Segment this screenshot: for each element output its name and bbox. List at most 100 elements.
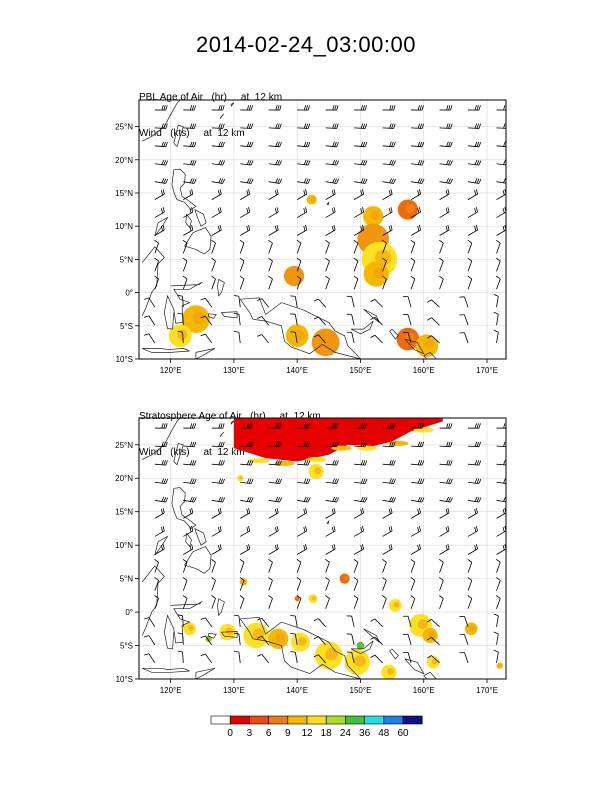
wind-barb (325, 123, 339, 129)
wind-barb (183, 507, 194, 519)
wind-barb (411, 141, 425, 148)
age-of-air-patch-core (296, 597, 299, 600)
wind-barb (403, 651, 412, 664)
wind-barb (382, 257, 387, 272)
wind-barb (154, 459, 168, 466)
wind-barb (268, 239, 273, 254)
wind-barb (211, 595, 216, 609)
wind-barb (183, 159, 197, 166)
wind-barb (382, 275, 387, 290)
coastline (423, 671, 437, 679)
colorbar-segment (402, 715, 423, 725)
wind-barb (257, 653, 270, 664)
wind-barb (382, 178, 396, 184)
age-of-air-patch-core (310, 196, 316, 202)
wind-barb (382, 559, 387, 573)
wind-barb (211, 478, 225, 485)
wind-barb (382, 141, 396, 148)
wind-barb (211, 423, 225, 429)
wind-barb (211, 496, 226, 503)
wind-barb (268, 478, 282, 485)
wind-barb (496, 178, 506, 184)
age-of-air-patch-core (405, 204, 415, 214)
age-of-air-patch-core (192, 311, 205, 325)
wind-barb (410, 559, 416, 573)
wind-barb (411, 496, 425, 503)
wind-barb (439, 478, 453, 485)
wind-barb (370, 334, 383, 344)
wind-barb (144, 635, 156, 646)
stratosphere-red-region (233, 418, 443, 462)
wind-barb (410, 239, 416, 254)
plot2-wind-label: Wind (kts) at 12 km (139, 447, 245, 458)
coastline (326, 201, 330, 206)
wind-barb (268, 595, 273, 609)
wind-barb (268, 123, 282, 129)
wind-barb (353, 544, 365, 555)
wind-barb (313, 298, 326, 308)
wind-barb (370, 316, 383, 326)
wind-barb (325, 423, 339, 429)
wind-barb (439, 459, 453, 466)
age-of-air-patch-core (424, 339, 435, 350)
wind-barb (468, 441, 481, 448)
wind-barb (325, 526, 336, 537)
coastline (185, 532, 192, 548)
wind-barb (467, 544, 478, 555)
colorbar-label: 6 (265, 728, 272, 739)
wind-barb (290, 633, 298, 645)
age-of-air-patch-core (188, 625, 194, 632)
wind-barb (240, 478, 254, 485)
wind-barb (495, 239, 501, 254)
y-tick-label: 15°N (115, 508, 133, 517)
wind-barb (439, 496, 453, 503)
coastline (219, 431, 225, 437)
wind-barb (297, 178, 311, 184)
pbl-age-map-panel: 120°E 130°E 140°E 150°E 160°E 170°E 25°N 20°N 15… (115, 99, 507, 375)
x-tick-label: 150°E (350, 366, 372, 375)
red-region-fringe (249, 458, 270, 464)
coastline (350, 320, 374, 335)
wind-barb (233, 650, 241, 663)
age-of-air-patch-core (322, 334, 335, 348)
colorbar-segment (345, 715, 365, 725)
wind-barb (200, 333, 213, 344)
wind-barb (240, 159, 254, 166)
coastline (404, 658, 425, 675)
wind-barb (493, 311, 499, 326)
x-tick-label: 160°E (413, 366, 435, 375)
wind-barb (439, 178, 453, 184)
wind-barb (370, 299, 383, 308)
wind-barb (239, 577, 245, 591)
colorbar-label: 9 (285, 728, 291, 739)
wind-barb (493, 649, 499, 664)
wind-barb (154, 441, 168, 448)
wind-barb (439, 105, 453, 111)
coastline (195, 348, 216, 359)
wind-barb (233, 313, 241, 326)
wind-barb (411, 459, 425, 466)
wind-barb (257, 635, 270, 646)
wind-barb (439, 225, 450, 236)
wind-barb (177, 294, 184, 308)
red-region-fringe (306, 456, 327, 462)
wind-barb (154, 595, 159, 609)
wind-barb (183, 189, 194, 200)
wind-barb (268, 577, 273, 591)
coastline (219, 113, 225, 119)
wind-barb (183, 105, 197, 111)
age-of-air-patch-core (431, 658, 438, 665)
wind-barb (495, 275, 501, 290)
wind-barb (296, 225, 308, 236)
map-plot-area (139, 418, 506, 679)
wind-barb (403, 314, 412, 326)
wind-barb (353, 577, 359, 591)
wind-barb (296, 507, 308, 519)
colorbar-segment (364, 715, 385, 725)
wind-barb (177, 312, 184, 326)
wind-barb (240, 507, 251, 519)
wind-barb (439, 239, 444, 254)
age-of-air-patch-core (275, 633, 285, 643)
wind-barb (439, 507, 450, 519)
wind-barb (354, 459, 368, 466)
